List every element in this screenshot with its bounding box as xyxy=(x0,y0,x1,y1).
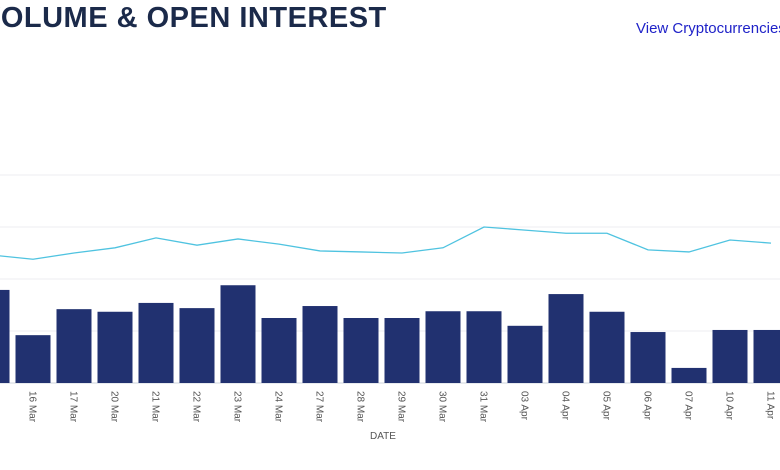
x-axis-label: DATE xyxy=(370,431,396,442)
bar xyxy=(138,302,174,383)
bar xyxy=(15,335,51,383)
bar xyxy=(220,285,256,383)
bar xyxy=(384,318,420,383)
page-title: VOLUME & OPEN INTEREST xyxy=(0,2,387,34)
bar xyxy=(589,311,625,383)
x-tick-label: 20 Mar xyxy=(108,391,119,423)
bar xyxy=(56,309,92,383)
line xyxy=(0,226,772,260)
x-tick-label: 04 Apr xyxy=(559,391,570,421)
x-tick-label: 05 Apr xyxy=(600,391,611,421)
x-tick-label: 16 Mar xyxy=(26,391,37,423)
x-tick-label: 17 Mar xyxy=(67,391,78,423)
bar xyxy=(671,367,707,383)
bar xyxy=(0,289,10,383)
bar xyxy=(507,325,543,383)
bar xyxy=(97,311,133,383)
x-tick-label: 30 Mar xyxy=(436,391,447,423)
bar xyxy=(343,318,379,383)
x-tick-label: 21 Mar xyxy=(149,391,160,423)
bar xyxy=(712,329,748,383)
x-tick-label: 22 Mar xyxy=(190,391,201,423)
bar xyxy=(302,306,338,383)
view-link[interactable]: View Cryptocurrencies xyxy=(636,20,780,37)
x-tick-label: 23 Mar xyxy=(231,391,242,423)
link-container: View Cryptocurrencies xyxy=(636,20,780,38)
bar xyxy=(179,308,215,383)
x-tick-label: 28 Mar xyxy=(354,391,365,423)
bar xyxy=(753,329,780,383)
x-tick-label: 11 Apr xyxy=(764,391,775,420)
x-tick-label: 27 Mar xyxy=(313,391,324,423)
bar xyxy=(466,311,502,383)
bar xyxy=(261,318,297,383)
bar xyxy=(630,332,666,383)
x-tick-label: 03 Apr xyxy=(518,391,529,421)
x-tick-label: 10 Apr xyxy=(723,391,734,421)
x-tick-label: 29 Mar xyxy=(395,391,406,423)
x-tick-label: 07 Apr xyxy=(682,391,693,421)
x-tick-label: 06 Apr xyxy=(641,391,652,421)
x-tick-label: 24 Mar xyxy=(272,391,283,423)
x-tick-label: 31 Mar xyxy=(477,391,488,423)
bar xyxy=(425,311,461,383)
bar xyxy=(548,294,584,383)
